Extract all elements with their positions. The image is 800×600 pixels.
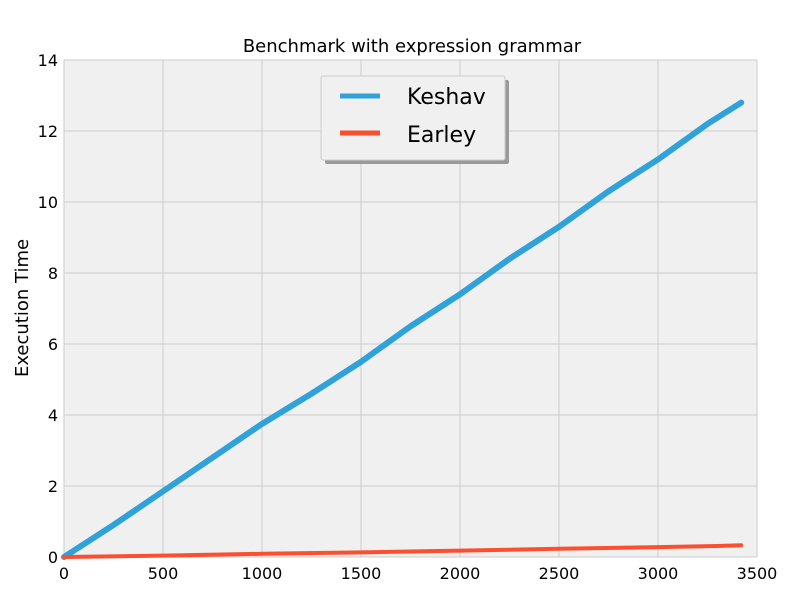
y-tick-label: 8	[48, 264, 58, 283]
x-tick-label: 2000	[440, 564, 481, 583]
y-tick-label: 12	[38, 122, 58, 141]
legend-label-keshav: Keshav	[407, 85, 486, 110]
y-tick-label: 14	[38, 51, 58, 70]
legend-label-earley: Earley	[407, 123, 476, 148]
y-axis-ticks: 0 2 4 6 8 10 12 14	[38, 51, 58, 567]
x-tick-label: 0	[59, 564, 69, 583]
legend: Keshav Earley	[320, 75, 509, 164]
chart-title: Benchmark with expression grammar	[243, 36, 582, 57]
x-tick-label: 2500	[539, 564, 580, 583]
x-tick-label: 1500	[341, 564, 382, 583]
y-tick-label: 6	[48, 335, 58, 354]
x-tick-label: 3000	[638, 564, 679, 583]
x-tick-label: 1000	[242, 564, 283, 583]
y-tick-label: 4	[48, 406, 58, 425]
y-axis-label: Execution Time	[12, 239, 33, 377]
series-lines	[61, 99, 745, 560]
x-tick-label: 500	[148, 564, 179, 583]
x-tick-label: 3500	[737, 564, 778, 583]
x-axis-ticks: 0 500 1000 1500 2000 2500 3000 3500	[59, 564, 777, 583]
y-tick-label: 10	[38, 193, 58, 212]
y-tick-label: 0	[48, 548, 58, 567]
series-line-earley	[62, 543, 744, 559]
series-line-keshav	[61, 99, 745, 560]
y-tick-label: 2	[48, 477, 58, 496]
